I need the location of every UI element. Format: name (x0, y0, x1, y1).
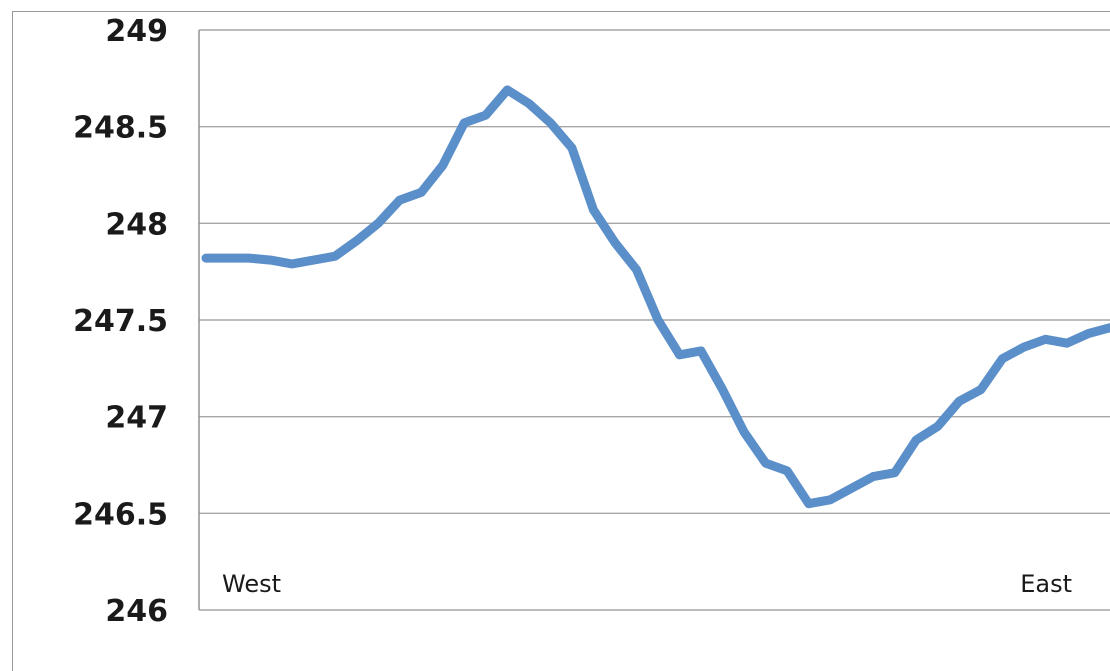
annotation-east: East (1020, 570, 1072, 598)
y-tick-label: 248.5 (73, 111, 168, 146)
y-tick-label: 247.5 (73, 304, 168, 339)
y-tick-label: 246 (105, 594, 168, 629)
annotations: West East (222, 570, 1072, 598)
y-tick-label: 247 (105, 401, 168, 436)
series (201, 85, 1110, 509)
line-chart: 249 248.5 248 247.5 247 246.5 246 West East (73, 14, 1110, 629)
y-tick-label: 248 (105, 207, 168, 242)
series-line (201, 85, 1110, 509)
y-tick-label: 246.5 (73, 497, 168, 532)
y-tick-labels: 249 248.5 248 247.5 247 246.5 246 (73, 14, 168, 629)
annotation-west: West (222, 570, 281, 598)
chart-frame (12, 11, 1110, 671)
y-tick-label: 249 (105, 14, 168, 49)
